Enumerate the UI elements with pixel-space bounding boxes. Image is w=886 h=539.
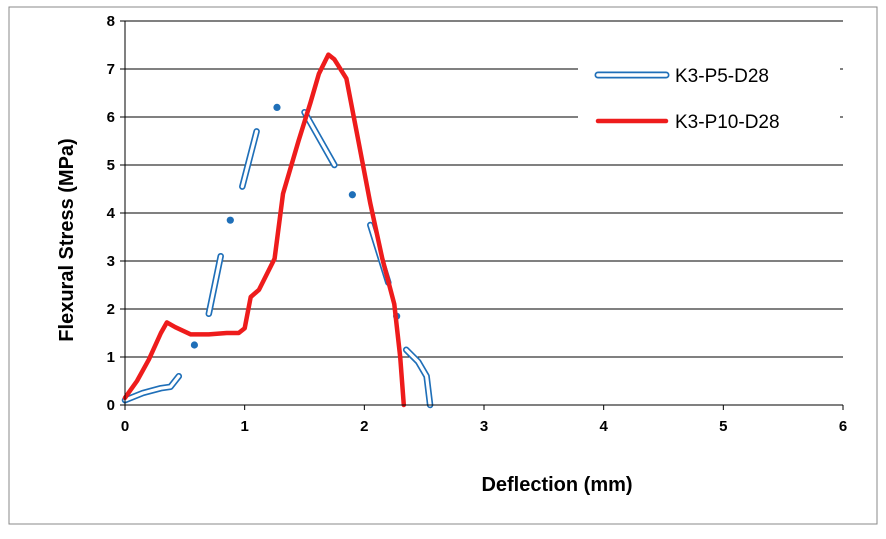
series-k3-p5-d28-segment-inner-3 xyxy=(302,110,336,167)
series-k3-p5-d28-segment-inner-2 xyxy=(240,129,259,189)
legend-box xyxy=(578,56,840,142)
series-k3-p5-d28-segment-inner-1 xyxy=(207,254,223,316)
legend: K3-P5-D28 K3-P10-D28 xyxy=(578,56,840,142)
y-tick-label-8: 8 xyxy=(107,13,115,30)
y-tick-label-4: 4 xyxy=(107,205,116,222)
y-tick-label-0: 0 xyxy=(107,397,115,414)
series-k3-p5-d28-point-1 xyxy=(226,216,234,224)
legend-label-k3-p5-d28: K3-P5-D28 xyxy=(675,66,769,87)
y-axis-title: Flexural Stress (MPa) xyxy=(56,138,78,341)
series-k3-p5-d28-point-2 xyxy=(273,103,281,111)
y-tick-label-6: 6 xyxy=(107,109,115,126)
x-tick-label-4: 4 xyxy=(599,418,608,435)
series-k3-p5-d28-segment-inner-0 xyxy=(123,374,181,402)
x-tick-label-1: 1 xyxy=(240,418,248,435)
x-tick-label-3: 3 xyxy=(480,418,488,435)
y-tick-label-7: 7 xyxy=(107,61,115,78)
x-tick-label-5: 5 xyxy=(719,418,727,435)
legend-label-k3-p10-d28: K3-P10-D28 xyxy=(675,112,780,133)
y-tick-label-5: 5 xyxy=(107,157,115,174)
x-tick-label-2: 2 xyxy=(360,418,368,435)
y-tick-label-1: 1 xyxy=(107,349,115,366)
x-tick-label-0: 0 xyxy=(121,418,129,435)
axes xyxy=(120,20,844,410)
tick-labels: 0 1 2 3 4 5 6 7 8 0 1 2 3 4 5 6 xyxy=(107,13,848,435)
legend-entry-k3-p10-d28: K3-P10-D28 xyxy=(595,112,780,133)
series-k3-p5-d28-point-0 xyxy=(190,341,199,349)
x-tick-label-6: 6 xyxy=(839,418,847,435)
series-k3-p5-d28-point-3 xyxy=(348,191,356,199)
y-tick-label-3: 3 xyxy=(107,253,115,270)
legend-entry-k3-p5-d28: K3-P5-D28 xyxy=(594,66,769,87)
series-k3-p10-d28-line xyxy=(122,52,407,408)
y-tick-label-2: 2 xyxy=(107,301,115,318)
series-k3-p5-d28-segment-inner-5 xyxy=(404,348,432,407)
x-axis-title: Deflection (mm) xyxy=(481,474,632,496)
series-layer xyxy=(121,52,434,409)
